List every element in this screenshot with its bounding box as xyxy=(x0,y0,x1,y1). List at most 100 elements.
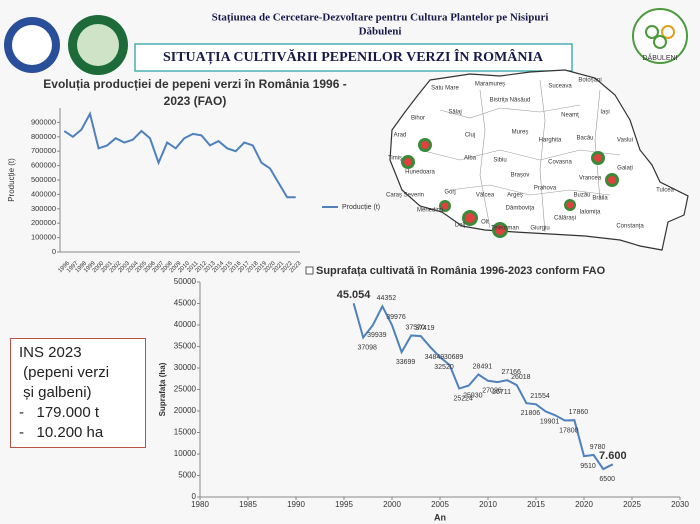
logo xyxy=(653,35,667,49)
county-label: Dâmbovița xyxy=(506,206,535,212)
county-label: Călărași xyxy=(554,216,576,222)
y-axis-label: Suprafața (ha) xyxy=(158,362,167,416)
x-tick-label: 1985 xyxy=(239,500,257,509)
y-axis-label: Producție (t) xyxy=(7,158,16,202)
info-line: - 179.000 t xyxy=(19,404,100,421)
info-line: INS 2023 xyxy=(19,344,82,361)
data-label: 30689 xyxy=(444,354,464,361)
data-label: 45.054 xyxy=(337,289,372,301)
county-label: Mehedinți xyxy=(417,208,443,214)
data-label: 17860 xyxy=(569,409,589,416)
data-label: 27166 xyxy=(501,369,521,376)
institute: Stațiunea de Cercetare-Dezvoltare pentru… xyxy=(212,12,549,24)
county-label: Sibiu xyxy=(493,158,506,164)
y-tick-label: 500000 xyxy=(31,175,56,184)
x-tick-label: 1980 xyxy=(191,500,209,509)
y-tick-label: 700000 xyxy=(31,146,56,155)
y-tick-label: 5000 xyxy=(178,471,196,480)
title-marker xyxy=(305,266,314,275)
county-label: Argeș xyxy=(507,193,523,199)
data-label: 33699 xyxy=(396,359,416,366)
data-label: 19901 xyxy=(540,418,560,425)
data-label: 9510 xyxy=(580,463,596,470)
county-label: Buzău xyxy=(573,193,590,199)
county-label: Neamț xyxy=(561,113,579,119)
county-label: Bacău xyxy=(576,136,593,142)
county-label: Bistrița Năsăud xyxy=(490,98,531,104)
county-label: Tulcea xyxy=(656,188,674,194)
y-tick-label: 10000 xyxy=(174,449,197,458)
y-tick-label: 0 xyxy=(52,247,56,256)
county-label: Covasna xyxy=(548,160,572,166)
x-tick-label: 2015 xyxy=(527,500,545,509)
data-line xyxy=(63,111,296,199)
data-label: 28491 xyxy=(473,363,493,370)
county-label: Suceava xyxy=(548,84,572,90)
county-label: Maramureș xyxy=(475,82,505,88)
county-label: Brașov xyxy=(511,173,530,179)
logo xyxy=(77,24,119,66)
data-label: 25930 xyxy=(463,392,483,399)
county-label: Arad xyxy=(394,133,407,139)
county-label: Vâlcea xyxy=(476,193,495,199)
data-label: 37570 xyxy=(405,324,425,331)
data-label: 17800 xyxy=(559,427,579,434)
county-label: Olt xyxy=(481,220,489,226)
county-label: Constanța xyxy=(616,224,644,230)
x-tick-label: 2020 xyxy=(575,500,593,509)
data-label: 27026 xyxy=(482,388,502,395)
x-tick-label: 2025 xyxy=(623,500,641,509)
x-tick-label: 2010 xyxy=(479,500,497,509)
county-label: Iași xyxy=(600,110,609,116)
y-tick-label: 200000 xyxy=(31,218,56,227)
chart-title: Evoluția producției de pepeni verzi în R… xyxy=(43,77,347,108)
info-line: (pepeni verzi xyxy=(19,364,110,381)
county-label: Vrancea xyxy=(579,176,602,182)
data-label: 21806 xyxy=(521,410,541,417)
y-tick-label: 15000 xyxy=(174,428,197,437)
data-label: 25224 xyxy=(453,395,473,402)
county-label: Botoșani xyxy=(578,78,601,84)
chart-title: Suprafața cultivată în România 1996-2023… xyxy=(316,265,606,277)
y-tick-label: 35000 xyxy=(174,342,197,351)
x-tick-label: 1990 xyxy=(287,500,305,509)
slide-title: SITUAȚIA CULTIVĂRII PEPENILOR VERZI ÎN R… xyxy=(163,48,544,65)
logo xyxy=(661,25,675,39)
county-label: Bihor xyxy=(411,116,425,122)
county-label: Brăila xyxy=(592,196,608,202)
y-tick-label: 800000 xyxy=(31,132,56,141)
logo xyxy=(12,25,52,65)
county-label: Cluj xyxy=(465,133,475,139)
y-tick-label: 600000 xyxy=(31,161,56,170)
county-label: Caraș Severin xyxy=(386,193,424,199)
county-label: Prahova xyxy=(534,186,557,192)
county-label: Galați xyxy=(617,166,633,172)
data-label: 44352 xyxy=(377,295,397,302)
info-line: - 10.200 ha xyxy=(19,424,104,441)
x-tick-label: 2005 xyxy=(431,500,449,509)
y-tick-label: 45000 xyxy=(174,299,197,308)
title-box xyxy=(134,43,573,72)
data-label: 34849 xyxy=(425,354,445,361)
x-axis-label: An xyxy=(434,512,446,522)
y-tick-label: 0 xyxy=(192,492,197,501)
logo xyxy=(645,25,659,39)
county-label: Timiș xyxy=(388,156,402,162)
county-label: Dolj xyxy=(455,223,465,229)
data-label: 26018 xyxy=(511,374,531,381)
data-label: 6500 xyxy=(599,476,615,483)
y-tick-label: 50000 xyxy=(174,277,197,286)
county-label: Teleorman xyxy=(491,226,519,232)
location: Dăbuleni xyxy=(359,26,402,38)
legend-label: Producție (t) xyxy=(342,204,380,211)
data-label: 37419 xyxy=(415,325,435,332)
data-label: 7.600 xyxy=(599,450,627,462)
county-label: Hunedoara xyxy=(405,170,435,176)
county-label: Satu Mare xyxy=(431,86,459,92)
x-tick-label: 2030 xyxy=(671,500,689,509)
data-line xyxy=(352,302,614,471)
county-label: Giurgiu xyxy=(530,226,549,232)
info-line: și galbeni) xyxy=(19,384,92,401)
y-tick-label: 400000 xyxy=(31,189,56,198)
